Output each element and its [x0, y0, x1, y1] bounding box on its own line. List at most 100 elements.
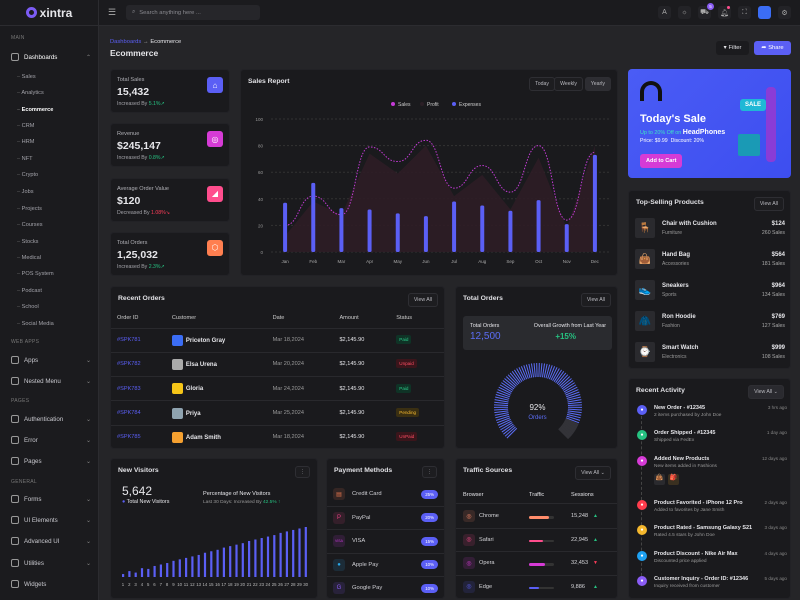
- tab-weekly[interactable]: Weekly: [554, 77, 583, 91]
- visitor-bar: [147, 568, 150, 577]
- search-input[interactable]: ⌕ Search anything here ...: [126, 5, 260, 20]
- theme-toggle-icon[interactable]: ☼: [678, 6, 691, 19]
- sidebar-item-utilities[interactable]: Utilities ⌄: [11, 559, 91, 567]
- promo-text: Up to 20% Off on: [640, 130, 683, 136]
- x-tick-label: Jan: [281, 259, 289, 264]
- payment-method-row[interactable]: P PayPal 20%: [327, 507, 444, 530]
- sidebar-item-ui-elements[interactable]: UI Elements ⌄: [11, 516, 91, 524]
- sidebar-subitem[interactable]: Ecommerce: [17, 107, 54, 113]
- add-to-cart-button[interactable]: Add to Cart: [640, 154, 683, 168]
- sidebar-subitem[interactable]: Social Media: [17, 321, 54, 327]
- sidebar-subitem[interactable]: Crypto: [17, 172, 38, 178]
- visitor-bar: [254, 539, 257, 577]
- visitor-bar: [292, 529, 295, 577]
- y-tick-label: 100: [255, 117, 263, 122]
- menu-toggle-icon[interactable]: ☰: [108, 7, 117, 17]
- product-item[interactable]: 👟 Sneakers Sports $964 134 Sales: [635, 280, 785, 304]
- order-id[interactable]: #SPK783: [111, 376, 166, 402]
- sidebar-subitem[interactable]: NFT: [17, 156, 33, 162]
- sidebar-subitem[interactable]: POS System: [17, 271, 54, 277]
- sidebar-item-authentication[interactable]: Authentication ⌄: [11, 415, 91, 423]
- share-button[interactable]: ➦ Share: [754, 41, 791, 55]
- more-options-icon[interactable]: ⋮: [421, 466, 437, 478]
- col-sessions: Sessions: [571, 492, 594, 498]
- sidebar-subitem[interactable]: Courses: [17, 222, 43, 228]
- language-icon[interactable]: A: [658, 6, 671, 19]
- view-all-button[interactable]: View All: [407, 293, 438, 307]
- table-row[interactable]: #SPK784 Priya Mar 25,2024 $2,145.90 Pend…: [111, 400, 444, 426]
- cart-icon[interactable]: ⛟ 5: [698, 3, 714, 19]
- sidebar-item-widgets[interactable]: Widgets: [11, 580, 91, 588]
- table-row[interactable]: #SPK783 Gloria Mar 24,2024 $2,145.90 Pai…: [111, 376, 444, 402]
- view-all-button[interactable]: View All: [753, 197, 784, 211]
- product-item[interactable]: 🧥 Ron Hoodie Fashion $769 127 Sales: [635, 311, 785, 335]
- sidebar-item-advanced-ui[interactable]: Advanced UI ⌄: [11, 537, 91, 545]
- activity-icon: ●: [637, 576, 647, 586]
- notification-icon[interactable]: 🔔︎: [718, 6, 731, 19]
- product-item[interactable]: 🪑 Chair with Cushion Furniture $124 260 …: [635, 218, 785, 242]
- view-all-button[interactable]: View All ⌄: [575, 466, 611, 480]
- sidebar-subitem[interactable]: CRM: [17, 123, 35, 129]
- expense-bar: [283, 202, 288, 252]
- sidebar-subitem[interactable]: Analytics: [17, 90, 43, 96]
- sidebar-item-dashboards[interactable]: Dashboards ⌃: [11, 53, 91, 61]
- product-item[interactable]: ⌚ Smart Watch Electronics $999 108 Sales: [635, 342, 785, 366]
- tab-yearly[interactable]: Yearly: [584, 77, 611, 91]
- x-tick-label: 4: [141, 582, 144, 587]
- sidebar-item-nested-menu[interactable]: Nested Menu ⌄: [11, 377, 91, 385]
- sidebar-subitem[interactable]: Podcast: [17, 288, 42, 294]
- summary-value: 12,500: [470, 331, 501, 342]
- order-id[interactable]: #SPK782: [111, 352, 166, 378]
- payment-method-row[interactable]: G Google Pay 10%: [327, 577, 444, 598]
- label: Increased By: [117, 101, 149, 107]
- gauge-tick: [566, 391, 580, 398]
- sidebar-subitem[interactable]: Medical: [17, 255, 41, 261]
- stat-value: 1,25,032: [117, 248, 158, 261]
- visitor-bar: [185, 557, 188, 577]
- activity-icon: ●: [637, 456, 647, 466]
- gauge-tick: [567, 396, 581, 401]
- sidebar-subitem[interactable]: HRM: [17, 139, 35, 145]
- filter-button[interactable]: ▾ Filter: [716, 41, 749, 55]
- product-category: Fashion: [662, 323, 680, 329]
- y-tick-label: 20: [258, 223, 264, 228]
- product-item[interactable]: 👜 Hand Bag Accessories $564 181 Sales: [635, 249, 785, 273]
- order-id[interactable]: #SPK785: [111, 425, 166, 448]
- x-tick-label: 26: [278, 582, 283, 587]
- more-options-icon[interactable]: ⋮: [294, 466, 310, 478]
- table-row[interactable]: #SPK785 Adam Smith Mar 18,2024 $2,145.90…: [111, 425, 444, 448]
- payment-method-row[interactable]: VISA VISA 15%: [327, 530, 444, 554]
- sidebar-subitem[interactable]: School: [17, 304, 39, 310]
- view-all-button[interactable]: View All ⌄: [748, 385, 784, 399]
- product-sales: 127 Sales: [761, 323, 785, 329]
- card-title: New Visitors: [118, 467, 159, 474]
- x-tick-label: 11: [184, 582, 189, 587]
- tab-today[interactable]: Today: [529, 77, 555, 91]
- sidebar-item-error[interactable]: Error ⌄: [11, 436, 91, 444]
- table-row[interactable]: #SPK781 Priceton Gray Mar 18,2024 $2,145…: [111, 328, 444, 353]
- payment-method-row[interactable]: ● Apple Pay 10%: [327, 554, 444, 577]
- stat-icon: ⬡: [207, 239, 223, 256]
- sidebar-subitem[interactable]: Stocks: [17, 239, 39, 245]
- label: Total New Visitors: [126, 499, 170, 505]
- sidebar-item-apps[interactable]: Apps ⌄: [11, 356, 91, 364]
- product-name: Hand Bag: [662, 252, 691, 258]
- column-header: Order ID: [111, 309, 166, 329]
- fullscreen-icon[interactable]: ⛶: [738, 6, 751, 19]
- sidebar-subitem[interactable]: Sales: [17, 74, 36, 80]
- payment-method-row[interactable]: ▤ Credit Card 25%: [327, 483, 444, 507]
- sidebar-item-forms[interactable]: Forms ⌄: [11, 495, 91, 503]
- sidebar-subitem[interactable]: Projects: [17, 206, 42, 212]
- settings-icon[interactable]: ⚙: [778, 6, 791, 19]
- order-id[interactable]: #SPK784: [111, 400, 166, 426]
- breadcrumb-link[interactable]: Dashboards: [110, 39, 142, 45]
- avatar[interactable]: [758, 6, 771, 19]
- price: Price: $9.99: [640, 138, 668, 144]
- sidebar-subitem[interactable]: Jobs: [17, 189, 34, 195]
- sidebar-item-pages[interactable]: Pages ⌄: [11, 457, 91, 465]
- logo[interactable]: xintra: [0, 0, 98, 26]
- x-tick-label: 3: [134, 582, 137, 587]
- order-id[interactable]: #SPK781: [111, 328, 166, 353]
- table-row[interactable]: #SPK782 Elsa Urena Mar 20,2024 $2,145.90…: [111, 352, 444, 378]
- view-all-button[interactable]: View All: [580, 293, 611, 307]
